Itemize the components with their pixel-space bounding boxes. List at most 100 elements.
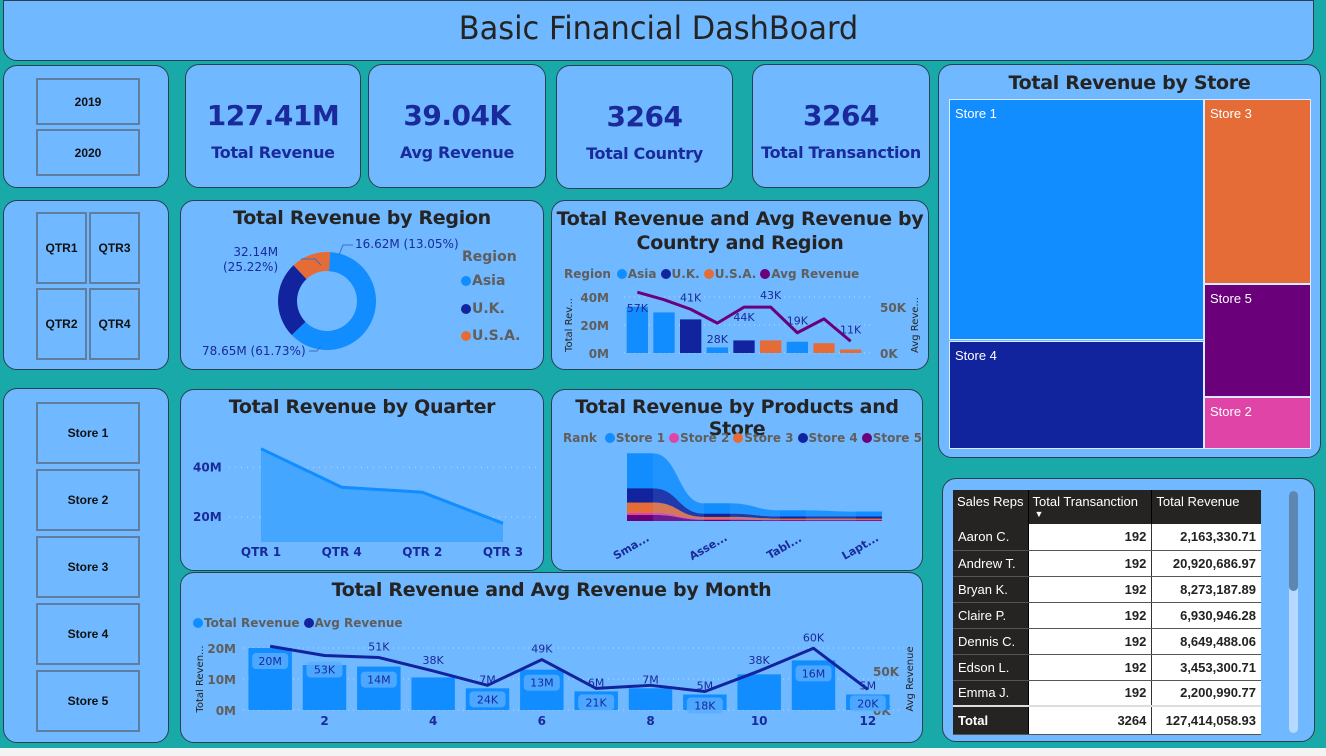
treemap-cell-store-2[interactable]: Store 2 <box>1204 397 1311 449</box>
table-row[interactable]: Aaron C. 192 2,163,330.71 <box>953 524 1261 551</box>
legend-item-asia[interactable]: Asia <box>461 273 505 289</box>
cell-total-revenue: 3,453,300.71 <box>1151 654 1261 681</box>
revenue-data-label: 7M <box>642 673 659 686</box>
table-row[interactable]: Claire P. 192 6,930,946.28 <box>953 602 1261 629</box>
slicer-year-2020[interactable]: 2020 <box>36 129 140 176</box>
treemap-cell-store-4[interactable]: Store 4 <box>949 341 1204 449</box>
legend-item-uk[interactable]: U.K. <box>461 301 505 317</box>
scrollbar-thumb[interactable] <box>1289 491 1298 591</box>
legend-item-avg-revenue[interactable]: Avg Revenue <box>303 616 403 630</box>
cell-total-revenue: 6,930,946.28 <box>1151 602 1261 629</box>
legend-label: U.S.A. <box>714 267 757 281</box>
ribbon-column-store-5 <box>780 520 806 521</box>
table-row[interactable]: Emma J. 192 2,200,990.77 <box>953 680 1261 707</box>
chart-title: Total Revenue and Avg Revenue by Country… <box>552 207 928 255</box>
slicer-label: 3 <box>123 241 131 255</box>
ribbon-column-store-3 <box>780 518 806 520</box>
data-label-background <box>849 695 886 712</box>
x-tick-label: 2 <box>320 714 328 728</box>
cell-total-revenue: 8,273,187.89 <box>1151 576 1261 603</box>
treemap-cell-store-3[interactable]: Store 3 <box>1204 99 1311 284</box>
data-label-background <box>306 661 343 678</box>
slicer-qtr-2[interactable]: QTR 2 <box>36 288 87 360</box>
y-tick-label: 40M <box>193 460 222 474</box>
y-axis-title: Total Reven... <box>195 645 206 713</box>
legend-item-avg-revenue[interactable]: Avg Revenue <box>760 267 859 281</box>
slicer-label: QTR <box>45 317 71 331</box>
kpi-label: Total Revenue <box>211 143 335 162</box>
cell-sales-rep: Edson L. <box>953 654 1029 681</box>
avg-data-label: 19K <box>787 315 809 328</box>
bar-usa <box>813 343 835 353</box>
bar-asia <box>706 347 728 353</box>
table-row[interactable]: Edson L. 192 3,453,300.71 <box>953 654 1261 681</box>
slicer-store-1[interactable]: Store 1 <box>36 402 140 464</box>
slicer-store-4[interactable]: Store 4 <box>36 603 140 665</box>
slicer-store-5[interactable]: Store 5 <box>36 670 140 732</box>
chart-title: Total Revenue and Avg Revenue by Month <box>331 579 772 601</box>
ribbon-store-3 <box>627 502 882 520</box>
slicer-year-2019[interactable]: 2019 <box>36 78 140 125</box>
avg-data-label: 60K <box>803 631 825 644</box>
table-row[interactable]: Andrew T. 192 20,920,686.97 <box>953 550 1261 577</box>
bar-asia <box>653 312 675 353</box>
legend-item-store-4[interactable]: Store 4 <box>797 431 858 445</box>
ribbon-column-store-3 <box>627 502 653 513</box>
legend-item-usa[interactable]: U.S.A. <box>461 328 521 344</box>
x-tick-label: 8 <box>646 714 654 728</box>
legend-title: Region <box>564 267 611 281</box>
slicer-store-3[interactable]: Store 3 <box>36 536 140 598</box>
treemap-cell-store-5[interactable]: Store 5 <box>1204 284 1311 397</box>
ribbon-store-1 <box>627 453 882 517</box>
x-tick-label: Asse... <box>687 531 730 563</box>
quarter-area-chart: 20M 40M QTR 1 QTR 4 QTR 2 QTR 3 <box>193 447 536 559</box>
kpi-total-country: 3264 Total Country <box>556 65 733 189</box>
slicer-store-2[interactable]: Store 2 <box>36 469 140 531</box>
month-combo-chart: 0M10M20M0K50KTotal Reven...Avg Revenue20… <box>195 631 916 728</box>
ribbon-column-store-1 <box>780 510 806 517</box>
column-header-sales-reps[interactable]: Sales Reps <box>953 490 1029 524</box>
cell-total-transaction: 192 <box>1028 524 1153 551</box>
x-tick-label: Lapt... <box>840 531 881 562</box>
legend-dot-icon <box>733 433 744 443</box>
legend-item-store-3[interactable]: Store 3 <box>733 431 794 445</box>
kpi-total-revenue: 127.41M Total Revenue <box>185 64 361 188</box>
slicer-qtr-1[interactable]: QTR 1 <box>36 212 87 284</box>
legend-item-store-2[interactable]: Store 2 <box>669 431 729 445</box>
data-label-background <box>469 691 506 708</box>
legend-dot-icon <box>660 269 671 279</box>
legend-item-usa[interactable]: U.S.A. <box>703 267 757 281</box>
ribbon-store-5 <box>627 514 882 521</box>
data-label-background <box>523 674 560 691</box>
store-slicer: Store 1 Store 2 Store 3 Store 4 Store 5 <box>3 388 169 743</box>
bar-uk <box>733 340 755 353</box>
month-combo-card: Total Revenue and Avg Revenue by Month T… <box>180 572 923 743</box>
ribbon-column-store-1 <box>704 503 730 514</box>
column-header-total-revenue[interactable]: Total Revenue <box>1151 490 1261 524</box>
legend-label: Store 2 <box>680 431 730 445</box>
legend-label: Store 3 <box>744 431 794 445</box>
kpi-value: 3264 <box>606 100 683 133</box>
avg-data-label: 44K <box>733 311 755 324</box>
legend-item-total-revenue[interactable]: Total Revenue <box>193 616 300 630</box>
legend-item-store-5[interactable]: Store 5 <box>861 431 922 445</box>
table-scrollbar[interactable] <box>1289 491 1298 733</box>
revenue-data-label: 13M <box>530 677 554 690</box>
kpi-label: Total Transanction <box>761 143 921 162</box>
slicer-qtr-3[interactable]: QTR 3 <box>89 212 140 284</box>
y2-tick-label: 50K <box>873 665 900 679</box>
slicer-qtr-4[interactable]: QTR 4 <box>89 288 140 360</box>
cell-total-revenue: 2,163,330.71 <box>1151 524 1261 551</box>
table-row[interactable]: Dennis C. 192 8,649,488.06 <box>953 628 1261 655</box>
y-tick-label: 10M <box>207 673 236 687</box>
legend-dot-icon <box>616 269 627 279</box>
legend-item-asia[interactable]: Asia <box>616 267 657 281</box>
kpi-value: 39.04K <box>403 99 511 132</box>
avg-data-label: 53K <box>314 663 336 676</box>
y-tick-label: 20M <box>207 642 236 656</box>
legend-item-uk[interactable]: U.K. <box>660 267 700 281</box>
column-header-total-transaction[interactable]: Total Transanction ▼ <box>1028 490 1153 524</box>
treemap-cell-store-1[interactable]: Store 1 <box>949 99 1204 340</box>
table-row[interactable]: Bryan K. 192 8,273,187.89 <box>953 576 1261 603</box>
legend-item-store-1[interactable]: Store 1 <box>604 431 665 445</box>
